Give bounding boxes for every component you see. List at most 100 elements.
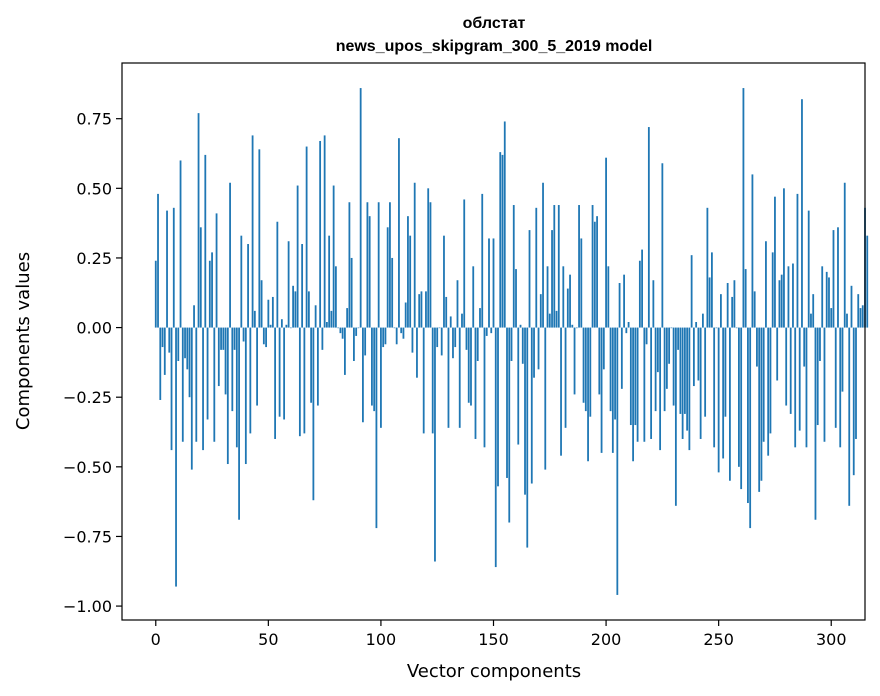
bar-198 xyxy=(600,327,603,453)
bar-42 xyxy=(249,327,252,434)
bar-308 xyxy=(848,327,851,506)
bar-106 xyxy=(393,327,396,329)
bar-103 xyxy=(386,227,389,328)
bar-56 xyxy=(280,319,283,328)
bar-135 xyxy=(458,327,461,428)
bar-235 xyxy=(683,327,686,414)
bar-68 xyxy=(307,291,310,328)
bar-162 xyxy=(519,324,522,328)
bar-246 xyxy=(708,277,711,328)
bar-299 xyxy=(828,277,830,328)
bar-33 xyxy=(229,182,231,328)
y-tick-label: 0.00 xyxy=(76,319,112,338)
bar-136 xyxy=(461,313,463,328)
bar-82 xyxy=(339,327,342,334)
bar-77 xyxy=(328,235,331,328)
bar-193 xyxy=(589,327,592,417)
bar-132 xyxy=(452,327,454,359)
y-tick-label: −0.25 xyxy=(63,388,112,407)
bar-273 xyxy=(769,327,772,434)
bar-43 xyxy=(251,135,254,328)
bar-260 xyxy=(740,327,743,490)
bar-172 xyxy=(542,182,544,328)
bar-254 xyxy=(726,283,729,328)
bar-257 xyxy=(733,280,736,328)
bar-239 xyxy=(692,327,695,387)
bar-137 xyxy=(463,199,466,328)
bar-131 xyxy=(449,316,452,328)
bar-124 xyxy=(434,327,436,562)
bar-240 xyxy=(695,322,698,328)
bar-252 xyxy=(722,327,725,459)
bar-182 xyxy=(564,327,567,428)
bar-285 xyxy=(796,193,799,328)
bar-141 xyxy=(472,266,475,328)
bar-174 xyxy=(546,266,549,328)
y-tick-label: −1.00 xyxy=(63,597,112,616)
bar-153 xyxy=(499,152,502,328)
bar-104 xyxy=(389,202,391,328)
bar-41 xyxy=(247,244,249,328)
y-tick-label: 0.25 xyxy=(76,249,112,268)
bar-4 xyxy=(163,327,166,375)
bar-307 xyxy=(846,313,848,328)
bar-144 xyxy=(479,308,481,328)
bar-76 xyxy=(325,322,328,328)
bar-66 xyxy=(303,327,306,434)
bar-156 xyxy=(506,327,508,478)
bar-35 xyxy=(233,327,236,350)
bar-228 xyxy=(668,327,671,364)
bar-93 xyxy=(364,327,367,356)
bar-25 xyxy=(211,252,213,328)
bar-152 xyxy=(497,327,499,487)
y-tick-label: −0.75 xyxy=(63,527,112,546)
bar-241 xyxy=(697,327,700,381)
bar-128 xyxy=(443,235,445,328)
bar-300 xyxy=(830,308,833,328)
bar-30 xyxy=(222,327,225,350)
bar-192 xyxy=(587,327,589,462)
bar-15 xyxy=(188,327,191,398)
bar-95 xyxy=(368,216,371,328)
bar-205 xyxy=(616,327,619,595)
y-axis-ticks: 0.75 0.50 0.25 0.00 −0.25 −0.50 −0.75 −1.00 xyxy=(63,110,122,616)
bar-200 xyxy=(605,157,607,328)
bar-38 xyxy=(240,235,243,328)
bar-22 xyxy=(204,154,207,328)
bar-101 xyxy=(382,327,385,348)
bar-283 xyxy=(792,263,794,328)
bar-16 xyxy=(190,327,193,470)
bar-220 xyxy=(650,327,653,439)
bar-163 xyxy=(521,327,524,364)
bar-267 xyxy=(756,327,758,367)
bar-303 xyxy=(837,227,839,328)
chart-title: облстат xyxy=(463,15,526,32)
bar-269 xyxy=(760,327,763,481)
bar-259 xyxy=(738,327,740,467)
bar-277 xyxy=(778,280,781,328)
bar-87 xyxy=(350,257,353,328)
bar-9 xyxy=(175,327,177,587)
bar-230 xyxy=(672,327,675,406)
bar-196 xyxy=(596,216,598,328)
bar-289 xyxy=(805,327,808,448)
y-tick-label: 0.50 xyxy=(76,179,112,198)
bar-178 xyxy=(555,310,558,328)
bar-145 xyxy=(481,193,484,328)
bar-275 xyxy=(774,196,776,328)
bar-210 xyxy=(627,322,630,328)
bar-78 xyxy=(330,310,333,328)
bar-79 xyxy=(332,185,335,328)
bar-111 xyxy=(404,302,407,328)
bar-114 xyxy=(411,327,414,353)
bar-236 xyxy=(686,327,689,431)
bar-88 xyxy=(353,327,355,361)
bar-280 xyxy=(785,327,788,406)
bar-211 xyxy=(629,327,632,426)
bar-44 xyxy=(253,310,256,328)
bar-188 xyxy=(578,205,580,328)
bar-166 xyxy=(528,230,531,328)
bar-90 xyxy=(357,327,360,329)
bar-305 xyxy=(841,327,844,392)
bar-264 xyxy=(749,327,752,529)
